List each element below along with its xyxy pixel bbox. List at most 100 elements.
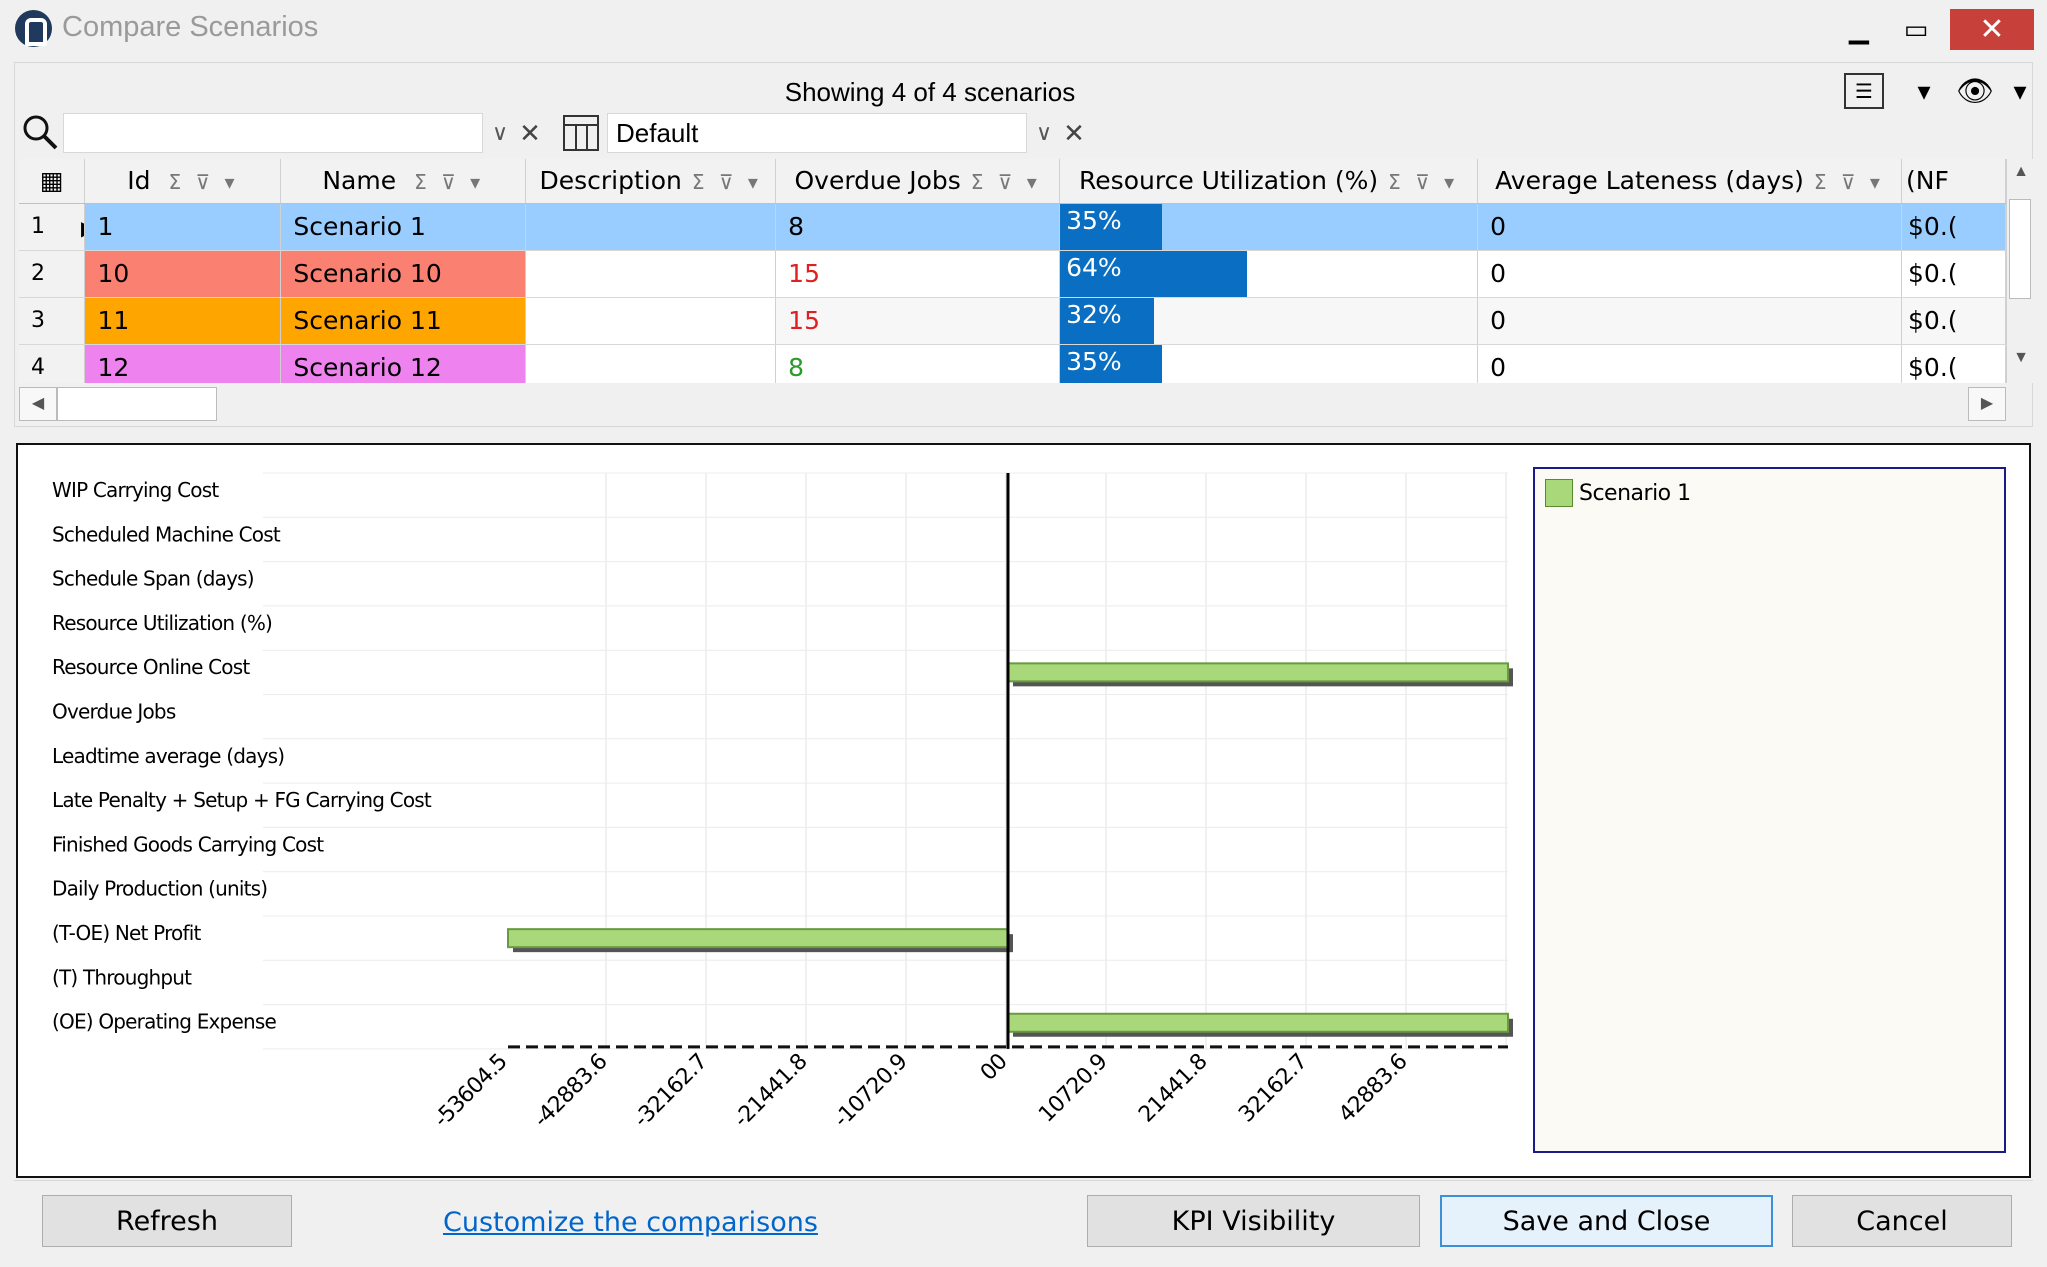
maximize-icon: ▭ (1903, 14, 1929, 44)
description-cell[interactable] (525, 203, 777, 251)
utilization-cell[interactable]: 64% (1059, 250, 1479, 298)
lateness-cell[interactable]: 0 (1477, 297, 1903, 345)
row-number[interactable]: 2 (19, 250, 86, 298)
chevron-down-icon: ∨ (1035, 120, 1053, 145)
name-cell[interactable]: Scenario 12 (280, 344, 527, 383)
row-number[interactable]: 3 (19, 297, 86, 345)
name-cell[interactable]: Scenario 10 (280, 250, 527, 298)
category-label: WIP Carrying Cost (52, 478, 219, 502)
minimize-icon: ▁ (1849, 14, 1869, 44)
lateness-cell[interactable]: 0 (1477, 344, 1903, 383)
chevron-down-icon: ▾ (2013, 75, 2027, 106)
table-row[interactable]: 4 12 Scenario 12 8 35% 0 $0.( (19, 344, 2006, 383)
x-tick-label: 00 (976, 1049, 1012, 1085)
x-tick-label: 42883.6 (1334, 1049, 1412, 1127)
x-tick-label: -10720.9 (829, 1049, 912, 1132)
scroll-thumb[interactable] (57, 387, 217, 421)
column-header[interactable]: Description Σ ⊽ ▾ (525, 159, 777, 204)
vertical-scrollbar[interactable]: ▲ ▼ (2006, 159, 2034, 383)
legend-label: Scenario 1 (1579, 481, 1691, 506)
select-all-header[interactable]: ▦ (19, 159, 86, 204)
utilization-cell[interactable]: 32% (1059, 297, 1479, 345)
column-chooser-dropdown[interactable]: ▾ (1909, 71, 1939, 111)
refresh-button[interactable]: Refresh (42, 1195, 292, 1247)
extra-cell[interactable]: $0.( (1901, 250, 2006, 298)
layout-clear-button[interactable]: ✕ (1059, 113, 1089, 153)
id-cell[interactable]: 12 (84, 344, 282, 383)
column-header[interactable]: Average Lateness (days) Σ ⊽ ▾ (1477, 159, 1903, 204)
horizontal-scrollbar[interactable]: ◀ ▶ (19, 383, 2006, 423)
save-and-close-button[interactable]: Save and Close (1440, 1195, 1773, 1247)
name-cell[interactable]: Scenario 1 (280, 203, 527, 251)
column-header[interactable]: Resource Utilization (%) Σ ⊽ ▾ (1059, 159, 1479, 204)
kpi-visibility-button[interactable]: KPI Visibility (1087, 1195, 1420, 1247)
visibility-dropdown[interactable]: ▾ (2005, 71, 2035, 111)
column-tools-icon[interactable]: Σ ⊽ ▾ (970, 170, 1041, 195)
lateness-cell[interactable]: 0 (1477, 250, 1903, 298)
title-bar: Compare Scenarios ▁ ▭ ✕ (0, 0, 2047, 58)
table-row[interactable]: 2 10 Scenario 10 15 64% 0 $0.( (19, 250, 2006, 298)
minimize-button[interactable]: ▁ (1835, 9, 1883, 50)
column-header[interactable]: Name Σ ⊽ ▾ (280, 159, 527, 204)
chart-legend: Scenario 1 (1533, 467, 2006, 1153)
customize-comparisons-link[interactable]: Customize the comparisons (443, 1207, 818, 1238)
extra-cell[interactable]: $0.( (1901, 297, 2006, 345)
search-clear-button[interactable]: ✕ (515, 113, 545, 153)
scroll-up-icon[interactable]: ▲ (2013, 163, 2029, 180)
category-label: Leadtime average (days) (52, 744, 284, 768)
clear-icon: ✕ (519, 117, 541, 148)
layout-select[interactable]: Default (607, 113, 1027, 153)
overdue-jobs-cell[interactable]: 15 (775, 297, 1061, 345)
utilization-bar (1060, 297, 1155, 343)
description-cell[interactable] (525, 297, 777, 345)
overdue-jobs-cell[interactable]: 15 (775, 250, 1061, 298)
scroll-thumb[interactable] (2009, 199, 2031, 299)
x-tick-label: 21441.8 (1134, 1049, 1212, 1127)
row-number[interactable]: 4 (19, 344, 86, 383)
name-cell[interactable]: Scenario 11 (280, 297, 527, 345)
utilization-value: 35% (1066, 205, 1122, 235)
close-button[interactable]: ✕ (1950, 9, 2034, 50)
cancel-button[interactable]: Cancel (1792, 1195, 2012, 1247)
category-label: Finished Goods Carrying Cost (52, 832, 324, 856)
utilization-cell[interactable]: 35% (1059, 344, 1479, 383)
visibility-button[interactable]: 👁 (1953, 71, 1997, 111)
column-tools-icon[interactable]: Σ ⊽ ▾ (168, 170, 239, 195)
scroll-right-icon[interactable]: ▶ (1968, 387, 2006, 421)
column-tools-icon[interactable]: Σ ⊽ ▾ (1388, 170, 1459, 195)
lateness-cell[interactable]: 0 (1477, 203, 1903, 251)
row-number[interactable]: 1▶ (19, 203, 86, 251)
extra-cell[interactable]: $0.( (1901, 203, 2006, 251)
column-chooser-icon: ☰ (1855, 80, 1873, 103)
column-tools-icon[interactable]: Σ ⊽ ▾ (414, 170, 485, 195)
utilization-cell[interactable]: 35% (1059, 203, 1479, 251)
id-cell[interactable]: 11 (84, 297, 282, 345)
id-cell[interactable]: 1 (84, 203, 282, 251)
column-header[interactable]: Overdue Jobs Σ ⊽ ▾ (775, 159, 1061, 204)
scroll-left-icon[interactable]: ◀ (19, 387, 57, 421)
overdue-jobs-cell[interactable]: 8 (775, 203, 1061, 251)
extra-cell[interactable]: $0.( (1901, 344, 2006, 383)
kpi-bar-chart: WIP Carrying Cost Scheduled Machine Cost S… (52, 472, 1513, 1133)
id-cell[interactable]: 10 (84, 250, 282, 298)
search-dropdown[interactable]: ∨ (485, 113, 515, 153)
column-chooser-button[interactable]: ☰ (1844, 73, 1884, 109)
description-cell[interactable] (525, 250, 777, 298)
category-label: (T-OE) Net Profit (52, 921, 201, 945)
category-label: Overdue Jobs (52, 700, 176, 724)
utilization-value: 35% (1066, 346, 1122, 376)
scroll-down-icon[interactable]: ▼ (2013, 349, 2029, 366)
description-cell[interactable] (525, 344, 777, 383)
column-tools-icon[interactable]: Σ ⊽ ▾ (1813, 170, 1884, 195)
maximize-button[interactable]: ▭ (1892, 9, 1940, 50)
legend-swatch (1545, 479, 1573, 507)
layout-dropdown[interactable]: ∨ (1029, 113, 1059, 153)
search-input[interactable] (63, 113, 483, 153)
table-row[interactable]: 3 11 Scenario 11 15 32% 0 $0.( (19, 297, 2006, 345)
overdue-jobs-cell[interactable]: 8 (775, 344, 1061, 383)
column-header[interactable]: (NF (1901, 159, 2006, 204)
column-tools-icon[interactable]: Σ ⊽ ▾ (691, 170, 762, 195)
utilization-bar (1060, 203, 1163, 249)
column-header[interactable]: Id Σ ⊽ ▾ (84, 159, 282, 204)
